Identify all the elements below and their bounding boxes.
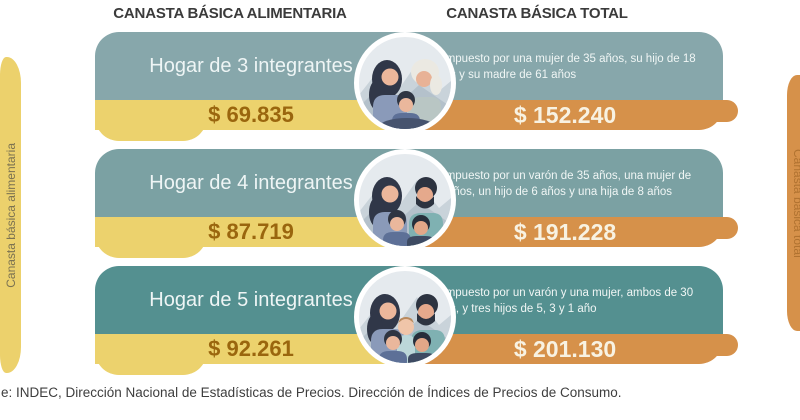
cba-value-band: $ 92.261 [95, 334, 407, 375]
household-row-3: Hogar de 3 integrantes $ 69.835 Compuest… [95, 32, 738, 149]
right-ribbon-label: Canasta básica total [791, 148, 800, 258]
cbt-card: Compuesto por una mujer de 35 años, su h… [407, 32, 738, 130]
left-vertical-ribbon: Canasta básica alimentaria [0, 57, 21, 373]
cba-card: Hogar de 3 integrantes $ 69.835 [95, 32, 407, 141]
household-label: Hogar de 5 integrantes [149, 288, 353, 311]
cba-value: $ 92.261 [208, 336, 294, 361]
household-description-panel: Compuesto por un varón de 35 años, una m… [407, 149, 723, 217]
cba-value-band: $ 69.835 [95, 100, 407, 141]
family-illustration-art [359, 59, 451, 129]
cbt-card: Compuesto por un varón de 35 años, una m… [407, 149, 738, 247]
cbt-value-band: $ 201.130 [407, 334, 738, 364]
cbt-value: $ 201.130 [513, 335, 617, 362]
household-description: Compuesto por un varón y una mujer, ambo… [431, 287, 694, 315]
household-label: Hogar de 4 integrantes [149, 171, 353, 194]
left-ribbon-label: Canasta básica alimentaria [3, 142, 18, 288]
family-illustration-art [359, 294, 451, 363]
cba-value: $ 69.835 [208, 102, 294, 127]
cba-value: $ 87.719 [208, 219, 294, 244]
cba-card: Hogar de 5 integrantes $ 92.261 [95, 266, 407, 375]
cbt-value-band: $ 152.240 [407, 100, 738, 130]
household-description: Compuesto por una mujer de 35 años, su h… [431, 53, 696, 81]
household-row-5: Hogar de 5 integrantes $ 92.261 Compuest… [95, 266, 738, 383]
household-label-panel: Hogar de 3 integrantes [95, 32, 407, 100]
cbt-card: Compuesto por un varón y una mujer, ambo… [407, 266, 738, 364]
cbt-value: $ 152.240 [513, 101, 617, 128]
family-of-3-illustration [354, 32, 456, 134]
column-title-canasta-basica-total: CANASTA BÁSICA TOTAL [446, 5, 628, 22]
column-title-canasta-basica-alimentaria: CANASTA BÁSICA ALIMENTARIA [113, 5, 347, 22]
source-text: e: INDEC, Dirección Nacional de Estadíst… [1, 385, 622, 400]
household-description-panel: Compuesto por un varón y una mujer, ambo… [407, 266, 723, 334]
right-vertical-ribbon: Canasta básica total [787, 75, 800, 331]
household-description: Compuesto por un varón de 35 años, una m… [431, 170, 692, 198]
household-label: Hogar de 3 integrantes [149, 54, 353, 77]
family-of-5-illustration [354, 266, 456, 368]
family-of-4-illustration [354, 149, 456, 251]
cba-value-band: $ 87.719 [95, 217, 407, 258]
cbt-value-band: $ 191.228 [407, 217, 738, 247]
household-description-panel: Compuesto por una mujer de 35 años, su h… [407, 32, 723, 100]
household-row-4: Hogar de 4 integrantes $ 87.719 Compuest… [95, 149, 738, 266]
family-illustration-art [359, 177, 451, 246]
cbt-value: $ 191.228 [513, 218, 617, 245]
